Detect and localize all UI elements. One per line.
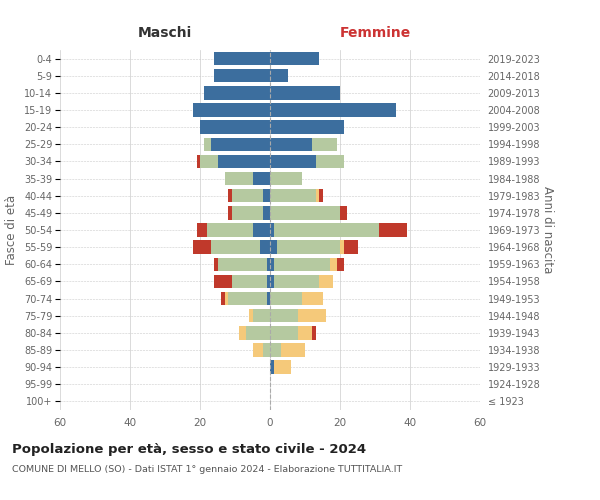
Bar bbox=[270, 309, 298, 322]
Bar bbox=[270, 344, 281, 356]
Bar bbox=[274, 274, 319, 288]
Bar bbox=[266, 274, 270, 288]
Bar bbox=[298, 309, 326, 322]
Bar bbox=[211, 138, 270, 151]
Bar bbox=[203, 86, 270, 100]
Bar bbox=[266, 258, 270, 271]
Bar bbox=[266, 292, 270, 306]
Bar bbox=[274, 360, 291, 374]
Bar bbox=[228, 206, 232, 220]
Text: Maschi: Maschi bbox=[138, 26, 192, 40]
Bar bbox=[253, 309, 270, 322]
Bar bbox=[263, 189, 270, 202]
Bar bbox=[197, 224, 207, 236]
Bar bbox=[207, 224, 253, 236]
Bar bbox=[197, 154, 200, 168]
Text: Femmine: Femmine bbox=[340, 26, 410, 40]
Bar bbox=[329, 258, 337, 271]
Bar bbox=[214, 52, 270, 66]
Bar bbox=[263, 206, 270, 220]
Bar bbox=[260, 240, 270, 254]
Bar bbox=[277, 240, 340, 254]
Bar bbox=[270, 172, 302, 186]
Bar bbox=[193, 104, 270, 117]
Bar bbox=[224, 172, 253, 186]
Bar bbox=[379, 224, 407, 236]
Bar bbox=[218, 154, 270, 168]
Bar bbox=[270, 224, 274, 236]
Bar bbox=[340, 206, 347, 220]
Bar bbox=[193, 240, 211, 254]
Bar bbox=[270, 292, 302, 306]
Bar bbox=[249, 309, 253, 322]
Bar bbox=[302, 292, 323, 306]
Bar bbox=[270, 326, 298, 340]
Bar bbox=[228, 189, 232, 202]
Bar bbox=[270, 274, 274, 288]
Bar bbox=[270, 360, 274, 374]
Bar bbox=[270, 258, 274, 271]
Y-axis label: Fasce di età: Fasce di età bbox=[5, 195, 19, 265]
Bar bbox=[319, 274, 333, 288]
Bar bbox=[224, 292, 228, 306]
Y-axis label: Anni di nascita: Anni di nascita bbox=[541, 186, 554, 274]
Text: Popolazione per età, sesso e stato civile - 2024: Popolazione per età, sesso e stato civil… bbox=[12, 442, 366, 456]
Bar bbox=[239, 326, 245, 340]
Bar bbox=[319, 189, 323, 202]
Text: COMUNE DI MELLO (SO) - Dati ISTAT 1° gennaio 2024 - Elaborazione TUTTITALIA.IT: COMUNE DI MELLO (SO) - Dati ISTAT 1° gen… bbox=[12, 465, 402, 474]
Bar bbox=[245, 326, 270, 340]
Bar bbox=[214, 258, 218, 271]
Bar bbox=[298, 326, 312, 340]
Bar bbox=[270, 240, 277, 254]
Bar bbox=[274, 258, 329, 271]
Bar bbox=[253, 172, 270, 186]
Bar bbox=[270, 69, 287, 82]
Bar bbox=[211, 240, 260, 254]
Bar bbox=[263, 344, 270, 356]
Bar bbox=[218, 258, 266, 271]
Bar bbox=[270, 154, 316, 168]
Bar bbox=[316, 154, 343, 168]
Bar bbox=[270, 189, 316, 202]
Bar bbox=[232, 274, 266, 288]
Bar bbox=[270, 52, 319, 66]
Bar bbox=[337, 258, 343, 271]
Bar bbox=[203, 138, 211, 151]
Bar bbox=[200, 154, 218, 168]
Bar bbox=[232, 206, 263, 220]
Bar bbox=[270, 104, 396, 117]
Bar bbox=[270, 120, 343, 134]
Bar bbox=[281, 344, 305, 356]
Bar bbox=[340, 240, 343, 254]
Bar bbox=[316, 189, 319, 202]
Bar bbox=[253, 344, 263, 356]
Bar bbox=[214, 69, 270, 82]
Bar bbox=[228, 292, 266, 306]
Bar bbox=[343, 240, 358, 254]
Bar bbox=[312, 326, 316, 340]
Bar bbox=[270, 138, 312, 151]
Bar bbox=[312, 138, 337, 151]
Bar bbox=[270, 86, 340, 100]
Bar bbox=[253, 224, 270, 236]
Bar bbox=[221, 292, 224, 306]
Bar bbox=[214, 274, 232, 288]
Bar bbox=[270, 206, 340, 220]
Bar bbox=[200, 120, 270, 134]
Bar bbox=[232, 189, 263, 202]
Bar bbox=[274, 224, 379, 236]
